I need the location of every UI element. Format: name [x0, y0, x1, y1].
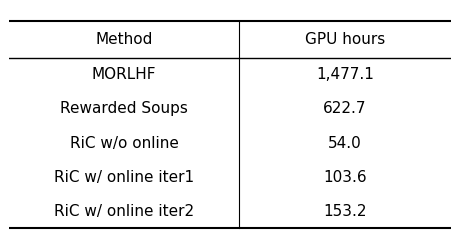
Text: GPU hours: GPU hours — [304, 32, 384, 47]
Text: RiC w/o online: RiC w/o online — [69, 136, 178, 150]
Text: RiC w/ online iter2: RiC w/ online iter2 — [54, 204, 194, 219]
Text: 622.7: 622.7 — [322, 102, 366, 116]
Text: Rewarded Soups: Rewarded Soups — [60, 102, 188, 116]
Text: Method: Method — [95, 32, 152, 47]
Text: 153.2: 153.2 — [322, 204, 366, 219]
Text: 103.6: 103.6 — [322, 170, 366, 185]
Text: MORLHF: MORLHF — [91, 67, 156, 82]
Text: 54.0: 54.0 — [327, 136, 361, 150]
Text: RiC w/ online iter1: RiC w/ online iter1 — [54, 170, 194, 185]
Text: 1,477.1: 1,477.1 — [315, 67, 373, 82]
